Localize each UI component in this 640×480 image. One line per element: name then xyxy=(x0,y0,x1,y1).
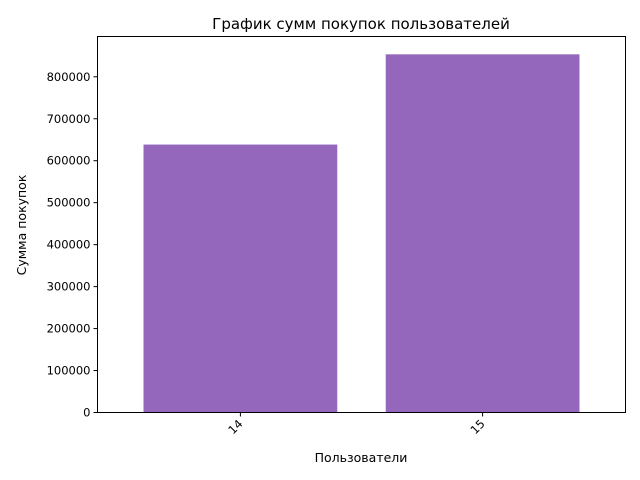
y-tick-label: 0 xyxy=(83,406,90,420)
y-tick-label: 400000 xyxy=(47,238,91,252)
y-axis: 0 100000 200000 300000 400000 500000 600000 700… xyxy=(47,70,98,420)
chart-title: График сумм покупок пользователей xyxy=(212,15,510,33)
bars-group xyxy=(143,54,580,413)
y-tick-label: 100000 xyxy=(47,364,91,378)
x-tick-label: 14 xyxy=(225,417,245,437)
x-axis: 14 15 xyxy=(225,412,488,437)
bar-15 xyxy=(385,54,580,413)
x-tick-label: 15 xyxy=(467,417,487,437)
y-tick-label: 500000 xyxy=(47,196,91,210)
y-tick-label: 600000 xyxy=(47,154,91,168)
y-tick-label: 200000 xyxy=(47,322,91,336)
plot-frame xyxy=(97,36,626,413)
bar-14 xyxy=(143,144,338,413)
y-tick-label: 300000 xyxy=(47,280,91,294)
y-axis-label: Сумма покупок xyxy=(14,174,29,275)
y-tick-label: 800000 xyxy=(47,70,91,84)
y-tick-label: 700000 xyxy=(47,112,91,126)
x-axis-label: Пользователи xyxy=(315,450,408,465)
